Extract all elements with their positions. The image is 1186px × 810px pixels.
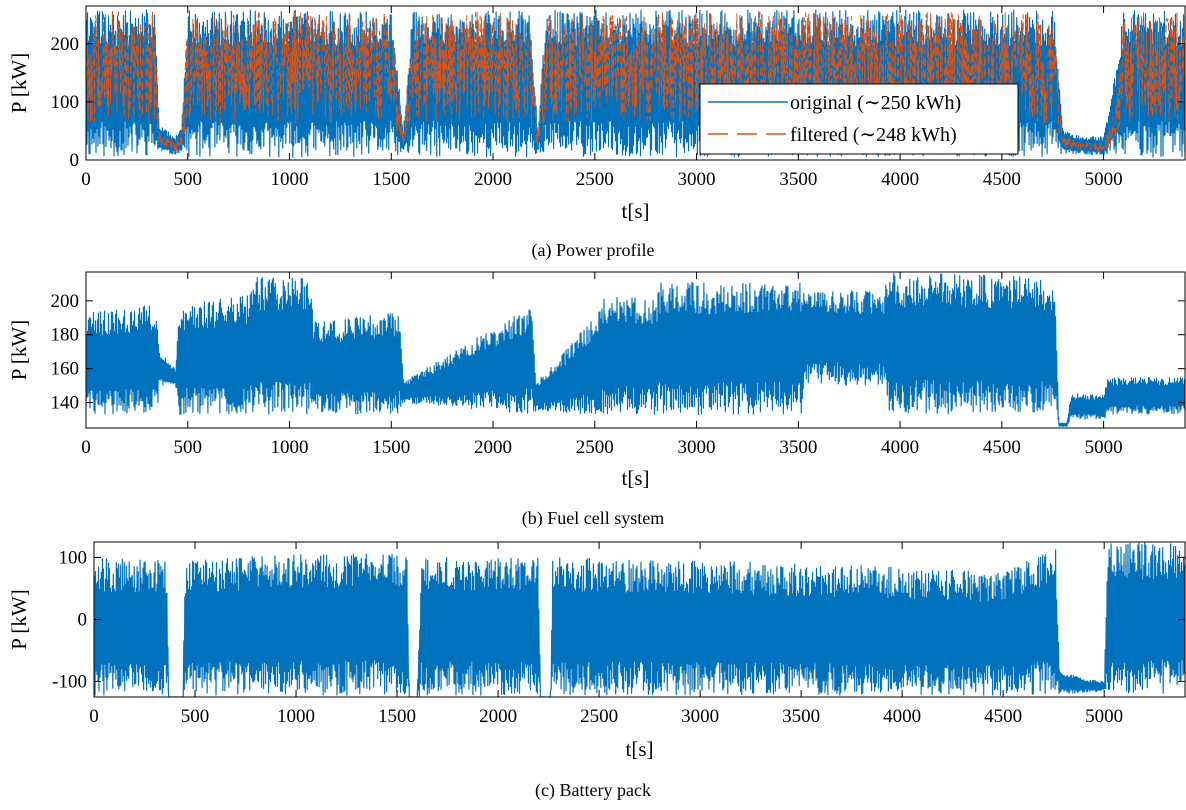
y-tick-label: 200 bbox=[51, 34, 80, 55]
x-tick-label: 2000 bbox=[474, 169, 512, 190]
y-tick-label: 160 bbox=[51, 359, 80, 380]
series-line-a-1 bbox=[86, 11, 1185, 152]
plot-area bbox=[86, 272, 1185, 427]
x-tick-label: 5000 bbox=[1085, 437, 1123, 458]
x-tick-label: 5000 bbox=[1085, 169, 1123, 190]
panel-caption: (a) Power profile bbox=[532, 240, 655, 261]
x-tick-label: 5000 bbox=[1085, 706, 1123, 727]
panel-caption: (b) Fuel cell system bbox=[522, 508, 664, 529]
y-axis-label: P [kW] bbox=[7, 53, 31, 113]
x-tick-label: 0 bbox=[81, 169, 91, 190]
x-tick-label: 3500 bbox=[782, 706, 820, 727]
chart-panel-c: 0 500 1000 1500 2000 2500 3000 3500 4000 4500 5000… bbox=[7, 541, 1186, 801]
x-tick-label: 4000 bbox=[883, 706, 921, 727]
legend-entry: filtered (∼248 kWh) bbox=[790, 124, 957, 146]
y-tick-label: 200 bbox=[51, 291, 80, 312]
series-line-c-0 bbox=[94, 542, 1185, 697]
x-tick-label: 4500 bbox=[984, 706, 1022, 727]
x-tick-label: 1500 bbox=[378, 706, 416, 727]
x-tick-label: 500 bbox=[174, 169, 203, 190]
x-tick-label: 2000 bbox=[474, 437, 512, 458]
x-tick-label: 4000 bbox=[881, 437, 919, 458]
x-tick-label: 4000 bbox=[881, 169, 919, 190]
y-tick-label: 100 bbox=[59, 548, 88, 569]
x-tick-label: 3000 bbox=[681, 706, 719, 727]
panel-caption: (c) Battery pack bbox=[535, 780, 651, 801]
y-tick-label: 180 bbox=[51, 325, 80, 346]
x-tick-label: 4500 bbox=[983, 169, 1021, 190]
x-tick-label: 3500 bbox=[779, 169, 817, 190]
axes-frame bbox=[85, 271, 1186, 429]
x-tick-label: 2500 bbox=[580, 706, 618, 727]
x-tick-label: 1000 bbox=[271, 169, 309, 190]
x-tick-label: 3000 bbox=[678, 437, 716, 458]
x-tick-label: 2500 bbox=[576, 169, 614, 190]
x-axis-label: t[s] bbox=[622, 466, 650, 490]
x-tick-label: 1000 bbox=[271, 437, 309, 458]
y-tick-label: 0 bbox=[78, 610, 88, 631]
legend-entry: original (∼250 kWh) bbox=[790, 92, 961, 114]
y-tick-label: -100 bbox=[52, 672, 87, 693]
x-tick-label: 1000 bbox=[277, 706, 315, 727]
x-tick-label: 1500 bbox=[372, 169, 410, 190]
x-tick-label: 3000 bbox=[678, 169, 716, 190]
x-axis-label: t[s] bbox=[626, 737, 654, 761]
x-tick-label: 500 bbox=[181, 706, 210, 727]
plot-area bbox=[94, 542, 1185, 697]
x-tick-label: 3500 bbox=[779, 437, 817, 458]
legend: original (∼250 kWh) filtered (∼248 kWh) bbox=[699, 83, 1019, 155]
series-line-b-0 bbox=[86, 272, 1185, 427]
x-axis-label: t[s] bbox=[622, 199, 650, 223]
y-tick-label: 0 bbox=[70, 150, 80, 171]
x-tick-label: 2000 bbox=[479, 706, 517, 727]
y-tick-label: 140 bbox=[51, 393, 80, 414]
x-tick-label: 4500 bbox=[983, 437, 1021, 458]
y-axis-label: P [kW] bbox=[7, 589, 31, 649]
chart-panel-a: 0 500 1000 1500 2000 2500 3000 3500 4000 4500 5000… bbox=[7, 5, 1186, 261]
plot-area bbox=[86, 9, 1185, 158]
axes-frame bbox=[85, 5, 1186, 161]
x-tick-label: 0 bbox=[81, 437, 91, 458]
x-tick-label: 0 bbox=[89, 706, 99, 727]
y-tick-label: 100 bbox=[51, 92, 80, 113]
y-axis-label: P [kW] bbox=[7, 320, 31, 380]
x-tick-label: 2500 bbox=[576, 437, 614, 458]
x-tick-label: 500 bbox=[174, 437, 203, 458]
x-tick-label: 1500 bbox=[372, 437, 410, 458]
chart-panel-b: 0 500 1000 1500 2000 2500 3000 3500 4000 4500 5000… bbox=[7, 271, 1186, 529]
